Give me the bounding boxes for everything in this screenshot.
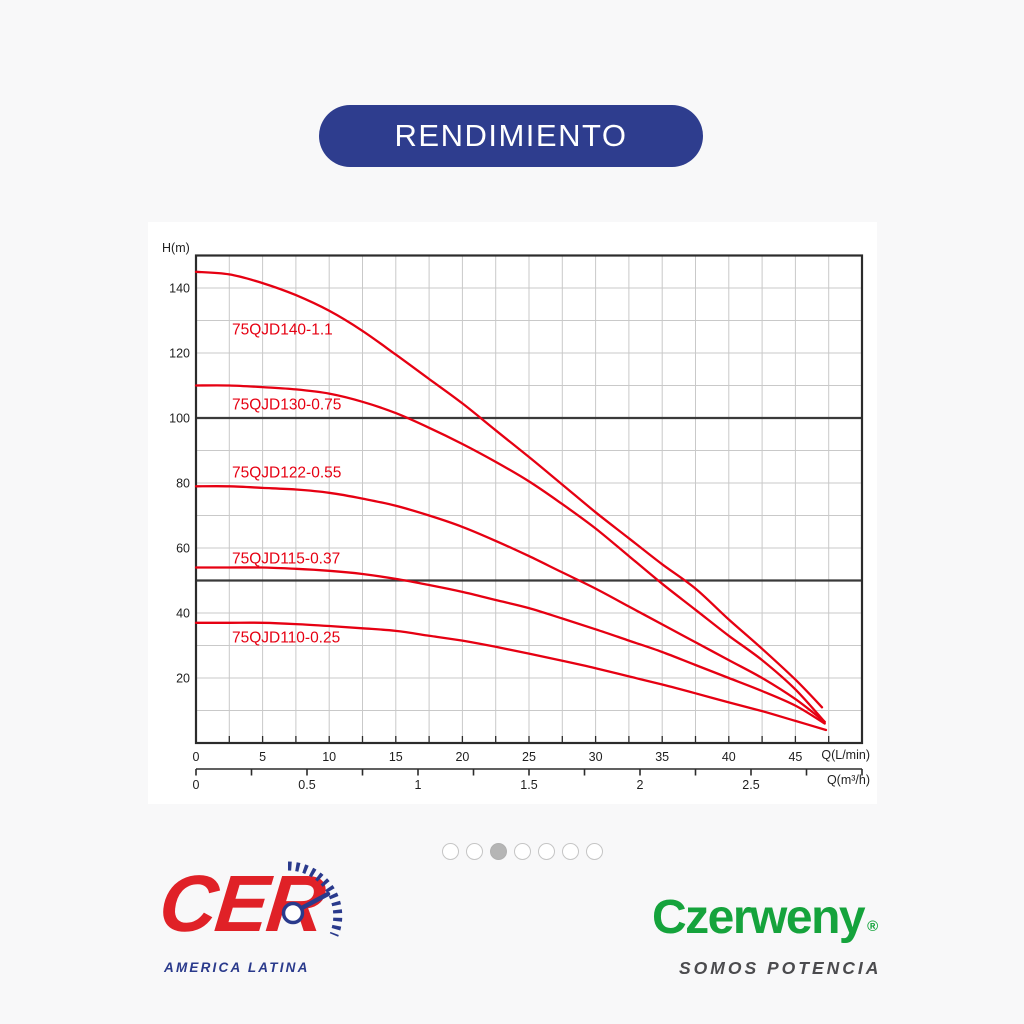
axis-tick-label: 0.5 (298, 778, 315, 792)
section-title: RENDIMIENTO (394, 118, 628, 153)
carousel-dot-5[interactable] (538, 843, 555, 860)
axis-tick-label: Q(L/min) (821, 748, 870, 762)
curve-75QJD110-0.25 (194, 621, 828, 732)
axis-tick-label: 20 (455, 750, 469, 764)
czerweny-tagline: SOMOS POTENCIA (679, 958, 882, 978)
plot-border (194, 254, 864, 745)
curve-label-75QJD140-1.1: 75QJD140-1.1 (232, 321, 333, 338)
axis-tick-label: 60 (176, 542, 190, 556)
axis-tick-label: 100 (169, 412, 190, 426)
axis-tick-label: 5 (259, 750, 266, 764)
curve-label-75QJD130-0.75: 75QJD130-0.75 (232, 397, 341, 414)
axis-tick-label: 15 (389, 750, 403, 764)
czerweny-logo-text: Czerweny ® (652, 891, 878, 944)
curve-75QJD115-0.37 (194, 566, 826, 725)
carousel-dot-1[interactable] (442, 843, 459, 860)
carousel-dot-7[interactable] (586, 843, 603, 860)
axis-tick-label: 0 (193, 778, 200, 792)
curve-label-75QJD115-0.37: 75QJD115-0.37 (232, 550, 340, 567)
axis-tick-label: Q(m³/h) (827, 773, 870, 787)
carousel-dot-2[interactable] (466, 843, 483, 860)
curve-label-75QJD122-0.55: 75QJD122-0.55 (232, 464, 341, 481)
axis-tick-label: 1 (415, 778, 422, 792)
cer-logo-text: CER (155, 859, 328, 948)
cer-logo-subtext: AMERICA LATINA (164, 960, 310, 975)
carousel-dot-4[interactable] (514, 843, 531, 860)
axis-tick-label: 45 (788, 750, 802, 764)
axis-tick-label: H(m) (162, 241, 190, 255)
carousel-dot-6[interactable] (562, 843, 579, 860)
curve-75QJD122-0.55 (194, 485, 826, 724)
axis-tick-label: 2 (637, 778, 644, 792)
axis-tick-label: 25 (522, 750, 536, 764)
czerweny-logo: Czerweny ® SOMOS POTENCIA (652, 893, 912, 979)
curve-75QJD140-1.1 (194, 270, 824, 709)
axis-tick-label: 2.5 (742, 778, 759, 792)
curve-75QJD130-0.75 (194, 384, 826, 724)
axis-tick-label: 30 (589, 750, 603, 764)
axis-tick-label: 10 (322, 750, 336, 764)
axis-tick-label: 1.5 (520, 778, 537, 792)
carousel-dot-3-active[interactable] (490, 843, 507, 860)
axis-tick-label: 40 (176, 607, 190, 621)
axis-tick-label: 40 (722, 750, 736, 764)
axis-tick-label: 35 (655, 750, 669, 764)
cer-logo: CER AMERICA LATINA (155, 858, 368, 988)
axis-tick-label: 140 (169, 282, 190, 296)
performance-chart-panel: 20 40 60 80 100 120 140 H(m) 0 5 10 15 20 25 30 35 40 45 Q… (148, 222, 877, 804)
axis-tick-label: 120 (169, 347, 190, 361)
carousel (442, 843, 603, 860)
curve-label-75QJD110-0.25: 75QJD110-0.25 (232, 630, 340, 647)
section-title-pill: RENDIMIENTO (319, 105, 703, 167)
axis-tick-label: 0 (193, 750, 200, 764)
axis-tick-label: 80 (176, 477, 190, 491)
registered-mark: ® (867, 918, 878, 935)
axis-tick-label: 20 (176, 672, 190, 686)
